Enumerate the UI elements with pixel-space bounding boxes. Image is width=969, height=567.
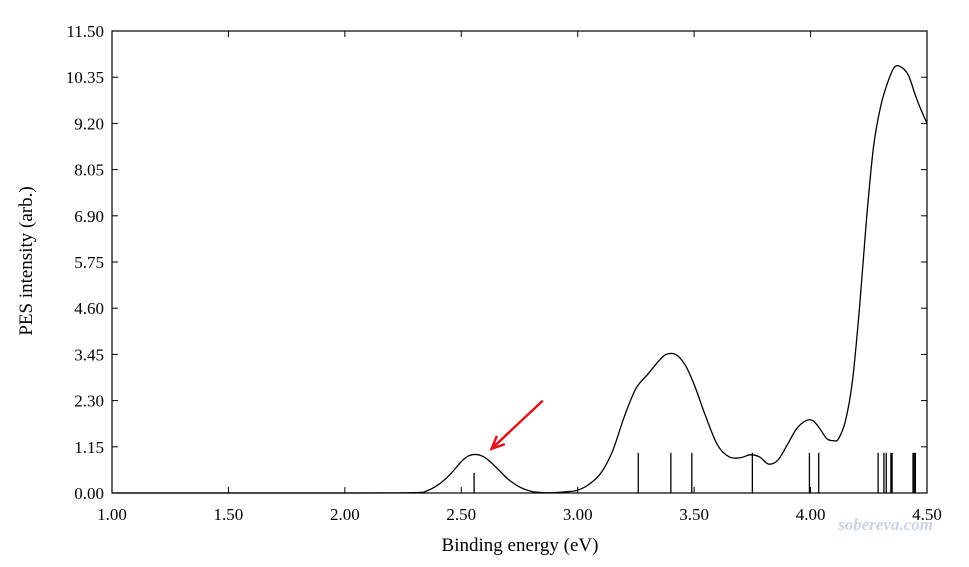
- y-tick-label: 4.60: [74, 299, 104, 318]
- x-tick-label: 3.00: [563, 505, 593, 524]
- x-tick-label: 3.50: [679, 505, 709, 524]
- x-axis-ticks: 1.00 1.50 2.00 2.50 3.00 3.50 4.00 4.50: [97, 31, 942, 524]
- x-tick-label: 4.00: [796, 505, 826, 524]
- y-tick-label: 0.00: [74, 484, 104, 503]
- y-axis-ticks: 0.00 1.15 2.30 3.45 4.60 5.75 6.90 8.05 9.20 10.3…: [66, 22, 927, 503]
- watermark-text: sobereva.com: [837, 515, 933, 534]
- y-tick-label: 5.75: [74, 253, 104, 272]
- y-tick-label: 2.30: [74, 392, 104, 411]
- curve-layer: [111, 64, 928, 494]
- y-tick-label: 6.90: [74, 207, 104, 226]
- annotation-arrow: [489, 399, 544, 451]
- arrow-head: [489, 435, 506, 451]
- x-tick-label: 1.50: [214, 505, 244, 524]
- y-tick-label: 10.35: [66, 68, 104, 87]
- y-tick-label: 11.50: [66, 22, 104, 41]
- spectrum-curve: [111, 64, 928, 494]
- arrow-shaft: [490, 399, 544, 450]
- x-tick-label: 2.50: [446, 505, 476, 524]
- y-tick-label: 3.45: [74, 345, 104, 364]
- x-tick-label: 2.00: [330, 505, 360, 524]
- y-tick-label: 8.05: [74, 161, 104, 180]
- x-tick-label: 4.50: [912, 505, 942, 524]
- y-axis-title: PES intensity (arb.): [16, 186, 37, 335]
- y-tick-label: 9.20: [74, 114, 104, 133]
- x-axis-title: Binding energy (eV): [442, 535, 599, 556]
- stick-layer: [473, 452, 917, 493]
- x-tick-label: 1.00: [97, 505, 127, 524]
- y-tick-label: 1.15: [74, 438, 104, 457]
